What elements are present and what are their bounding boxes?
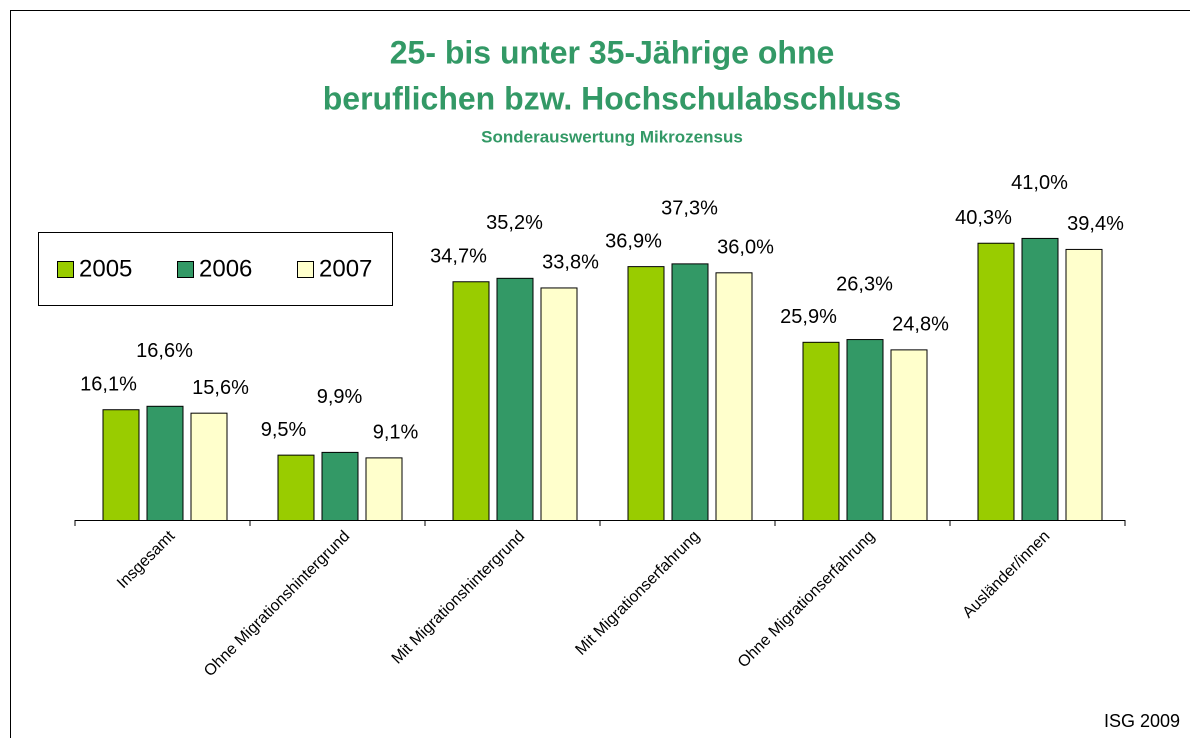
bar — [627, 266, 665, 521]
data-label: 34,7% — [430, 246, 487, 268]
data-label: 15,6% — [192, 377, 249, 399]
bar — [977, 242, 1015, 521]
chart-title: beruflichen bzw. Hochschulabschluss — [323, 80, 901, 116]
bar — [890, 349, 928, 521]
bar — [846, 339, 884, 521]
data-label: 37,3% — [661, 198, 718, 220]
data-label: 24,8% — [892, 314, 949, 336]
data-label: 36,0% — [717, 237, 774, 259]
bar — [802, 341, 840, 522]
data-label: 39,4% — [1067, 213, 1124, 235]
bar — [321, 451, 359, 521]
bar — [146, 405, 184, 521]
legend-box — [38, 232, 393, 306]
data-label: 36,9% — [605, 230, 662, 252]
bar — [671, 263, 709, 521]
data-label: 40,3% — [955, 207, 1012, 229]
data-label: 16,1% — [80, 374, 137, 396]
data-label: 9,1% — [373, 422, 419, 444]
data-label: 9,5% — [261, 419, 307, 441]
bar — [277, 454, 315, 522]
data-label: 25,9% — [780, 306, 837, 328]
legend-swatch — [297, 261, 314, 278]
data-label: 33,8% — [542, 252, 599, 274]
source: ISG 2009 — [1104, 711, 1180, 731]
data-label: 26,3% — [836, 273, 893, 295]
chart-title: 25- bis unter 35-Jährige ohne — [390, 34, 835, 70]
data-label: 16,6% — [136, 340, 193, 362]
chart-subtitle: Sonderauswertung Mikrozensus — [481, 127, 743, 146]
legend-label: 2007 — [319, 255, 372, 282]
legend-label: 2005 — [79, 255, 132, 282]
bar — [1065, 248, 1103, 521]
legend-swatch — [57, 261, 74, 278]
bar — [540, 287, 578, 521]
data-label: 35,2% — [486, 212, 543, 234]
bar — [452, 281, 490, 521]
bar — [496, 277, 534, 521]
bar — [715, 272, 753, 521]
bar — [102, 409, 140, 521]
legend-swatch — [177, 261, 194, 278]
data-label: 41,0% — [1011, 172, 1068, 194]
data-label: 9,9% — [317, 386, 363, 408]
bar — [1021, 237, 1059, 521]
bar — [365, 457, 403, 521]
legend-label: 2006 — [199, 255, 252, 282]
bar — [190, 412, 228, 521]
